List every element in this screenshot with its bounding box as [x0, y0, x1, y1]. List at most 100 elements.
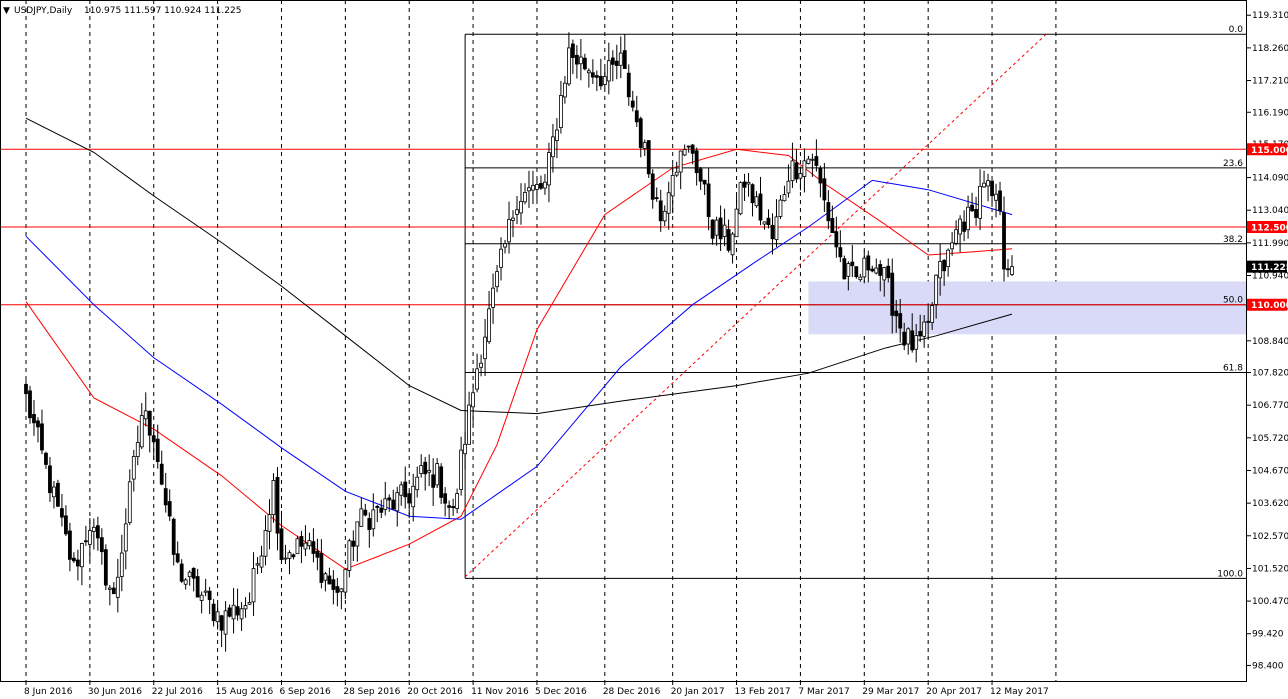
- candle-body: [367, 518, 372, 530]
- y-tick-label: 104.670: [1252, 466, 1288, 476]
- candle-body: [363, 509, 368, 516]
- moving-averages: [25, 117, 1013, 570]
- y-tick-label: 99.420: [1252, 630, 1284, 640]
- candle-body: [714, 219, 719, 236]
- candle-body: [1010, 266, 1014, 275]
- candle-body: [455, 493, 460, 509]
- candle-body: [199, 594, 204, 601]
- candle-body: [886, 265, 891, 279]
- candle-body: [798, 173, 803, 179]
- candle-body: [247, 602, 252, 605]
- candle-body: [778, 199, 783, 217]
- candle-body: [255, 563, 260, 566]
- candle-body: [479, 362, 483, 368]
- candle-body: [423, 461, 428, 475]
- candle-body: [970, 204, 974, 212]
- candle-body: [267, 514, 272, 532]
- support-zone: [808, 281, 1246, 335]
- candle-body: [810, 158, 815, 161]
- y-tick-label: 107.820: [1252, 369, 1288, 379]
- candle-body: [323, 573, 328, 581]
- candle-body: [195, 576, 200, 598]
- candle-body: [954, 229, 959, 244]
- candle-body: [602, 76, 607, 85]
- candle-body: [846, 263, 851, 277]
- candle-body: [610, 57, 615, 65]
- candle-body: [742, 181, 747, 188]
- candle-body: [107, 587, 112, 590]
- candle-body: [111, 587, 116, 595]
- candle-body: [986, 180, 990, 187]
- candle-body: [666, 192, 671, 214]
- candle-body: [459, 449, 464, 490]
- price-labels: 115.000 112.500 110.000 111.225: [1247, 143, 1288, 311]
- candle-body: [251, 568, 256, 603]
- candle-body: [135, 442, 140, 457]
- level-price-tag: [1247, 143, 1287, 156]
- candle-body: [143, 410, 148, 420]
- candle-body: [48, 465, 52, 494]
- candle-body: [594, 75, 599, 78]
- candle-body: [1006, 268, 1010, 271]
- candle-body: [487, 308, 491, 343]
- candle-body: [738, 182, 743, 215]
- candle-body: [191, 567, 196, 579]
- candle-body: [291, 554, 296, 558]
- x-tick-label: 29 Mar 2017: [862, 687, 919, 697]
- level-price-tag: [1247, 221, 1287, 233]
- candle-body: [698, 168, 703, 182]
- moving-average-line: [25, 148, 1013, 570]
- candle-body: [563, 82, 567, 98]
- chart-frame: [0, 0, 1247, 682]
- candle-body: [435, 463, 440, 486]
- candle-body: [44, 452, 48, 465]
- candle-body: [794, 162, 799, 180]
- candle-body: [535, 184, 539, 190]
- x-tick-label: 7 Mar 2017: [798, 687, 849, 697]
- candle-body: [814, 156, 819, 166]
- candle-body: [702, 179, 707, 185]
- candle-body: [642, 142, 647, 149]
- candle-body: [547, 152, 551, 186]
- candle-body: [207, 590, 212, 601]
- candle-body: [567, 47, 571, 85]
- price-axis: 119.310118.260117.210116.190115.170114.0…: [1247, 11, 1288, 671]
- candle-body: [223, 610, 228, 635]
- candle-body: [243, 605, 248, 610]
- candle-body: [467, 404, 471, 445]
- candle-body: [287, 552, 292, 559]
- fib-level-label: 100.0: [1217, 569, 1243, 579]
- candle-body: [36, 420, 40, 428]
- candle-body: [862, 257, 867, 278]
- candle-body: [68, 530, 72, 560]
- candle-body: [491, 287, 495, 308]
- y-tick-label: 106.770: [1252, 401, 1288, 411]
- candle-body: [730, 233, 735, 256]
- candle-body: [766, 217, 771, 226]
- candle-body: [555, 129, 559, 141]
- x-tick-label: 20 Apr 2017: [926, 687, 982, 697]
- candle-body: [115, 576, 120, 598]
- candle-body: [451, 506, 456, 509]
- candle-body: [103, 549, 108, 586]
- candle-body: [431, 474, 436, 488]
- collapse-marker-icon: ▼: [3, 6, 10, 16]
- candle-body: [870, 268, 875, 272]
- candle-body: [878, 264, 883, 276]
- candle-body: [503, 243, 507, 248]
- candle-body: [746, 181, 751, 185]
- y-tick-label: 105.720: [1252, 434, 1288, 444]
- candle-body: [539, 183, 543, 189]
- candle-body: [527, 187, 531, 192]
- candle-body: [858, 276, 863, 281]
- candle-body: [319, 552, 324, 583]
- candle-body: [56, 482, 60, 507]
- candle-body: [419, 465, 424, 474]
- candle-body: [83, 540, 88, 543]
- candle-body: [674, 171, 679, 176]
- candle-body: [646, 140, 651, 175]
- candle-body: [590, 72, 595, 78]
- candle-body: [311, 541, 316, 554]
- x-tick-label: 5 Dec 2016: [535, 687, 587, 697]
